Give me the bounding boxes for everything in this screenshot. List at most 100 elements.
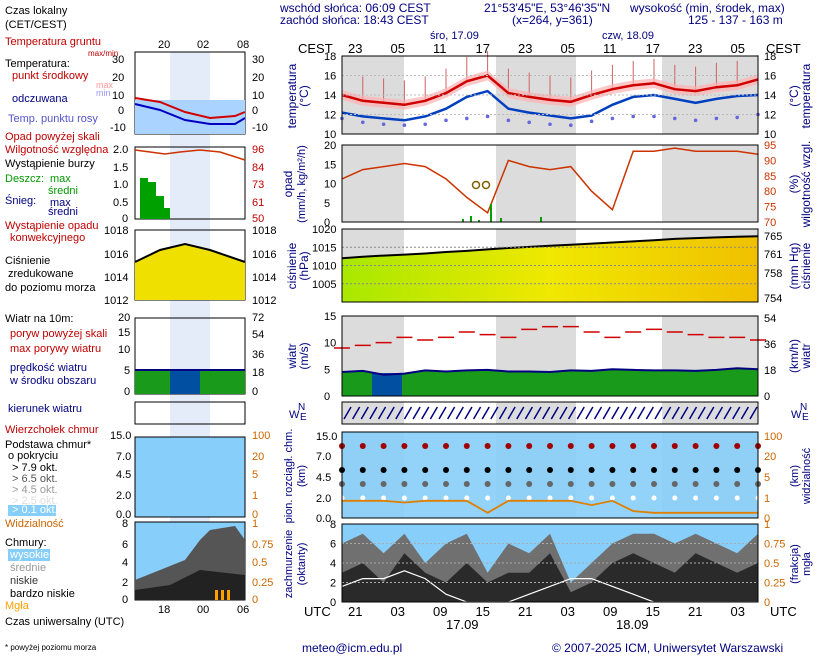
tick-label: 754 [764,293,782,305]
wind-arrow [559,406,568,420]
utc-hour-label: 21 [688,604,703,619]
tick-label: 0 [252,509,259,521]
cloud-base-dot [672,495,678,501]
wind-arrow [516,406,525,420]
tick-label: 0.5 [252,557,268,569]
wind-arrow [351,406,361,420]
dir-E-right: E [802,412,809,423]
wind-arrow [697,406,706,420]
panel-frame [341,401,759,425]
temp-unit-left: (°C) [297,85,311,106]
wind-arrow [688,406,698,420]
legend-local-hour: 08 [237,39,250,51]
tick-label: 5 [324,198,330,210]
precip-label: opad [281,171,295,198]
legend-cloud-top: Wierzchołek chmur [5,424,99,436]
legend-rain-bar [148,182,156,219]
cloud-top-dot [359,443,366,449]
cloud-base-dot [463,467,470,473]
tick-label: 18 [252,367,265,379]
wind-line [341,367,759,376]
tick-label: 4 [330,558,336,570]
legend-visibility: Widzialność [5,518,64,530]
tick-label: 0 [252,105,259,117]
legend-snow-mid: średni [48,206,78,218]
tick-label: 2 [122,577,129,589]
cloud-base-dot [526,495,532,501]
cloud-base-dot [588,467,595,473]
legend-cl-high: wysokie [10,549,50,561]
dew-point [506,118,511,123]
tick-label: 0 [764,513,770,525]
legend-wind-speed2: w środku obszaru [10,375,97,387]
tick-label: 20 [118,312,131,324]
legend-cov-01: > 0.1 okt. [12,504,58,516]
day1-utc: 17.09 [446,617,479,632]
temp-unit-right: (°C) [787,85,801,106]
dir-W: W [289,409,300,421]
cest-hour-label: 17 [645,41,660,56]
tick-label: 100 [252,430,271,442]
cloud-base-dot [380,481,387,487]
cloud-base-dot [609,495,615,501]
tick-label: 96 [252,144,265,156]
legend-temp-max: max [96,80,114,90]
tick-label: 20 [252,72,265,84]
tick-label: 20 [252,451,265,463]
wind-arrow [680,406,689,420]
tick-label: 1.0 [113,179,129,191]
legend-rain-bar [164,208,170,219]
dew-point [631,114,635,119]
legend-gust-over: poryw powyżej skali [10,328,108,340]
wind-arrow [585,406,594,420]
cloud-base-dot [401,481,408,487]
cloud-base-dot [443,495,449,501]
press-label-r: ciśnienie [799,242,813,289]
legend-storm: Wystąpienie burzy [5,158,95,170]
wind-arrow [524,406,534,420]
wind-arrow [740,406,750,420]
tick-label: 0.0 [316,513,331,525]
rain-bar [500,218,502,222]
wind-unit: (m/s) [297,342,311,369]
cloud-base-dot [401,467,408,473]
tick-label: 1 [252,518,259,530]
cloud-top-dot [651,443,657,449]
cest-hour-label: 11 [603,41,617,56]
wind-arrow [567,406,577,420]
legend-temp-line [134,97,246,120]
vis-label: widzialność [801,447,813,505]
tick-label: 0.75 [764,539,785,551]
utc-left: UTC [304,604,331,619]
wind-arrow [611,406,620,420]
cloud-base-dot [526,481,533,487]
footer-email[interactable]: meteo@icm.edu.pl [302,641,403,655]
tick-label: 15 [324,159,336,171]
cloud-base-dot [713,481,720,487]
legend-local-zone: (CET/CEST) [5,19,67,31]
utc-hour-label: 21 [348,604,363,619]
tick-label: 12 [324,110,336,122]
dew-point [693,118,698,123]
cloud-base-dot [734,481,741,487]
tick-label: 10 [764,129,776,141]
tick-label: 5 [764,472,770,484]
legend-temp-min: min [96,88,111,98]
cloud-top-dot [630,443,637,449]
tick-label: 10 [252,90,265,102]
wind-arrow [533,406,542,420]
tick-label: 16 [324,71,336,83]
cest-hour-label: 23 [518,41,533,56]
tick-label: 0.0 [116,509,132,521]
wind-arrow [438,406,447,420]
wind-arrow [447,406,456,420]
legend-rain-max: max [50,173,71,185]
cloud-base-dot [505,481,512,487]
precip-unit: (mm/h, kg/m²/h) [296,145,308,223]
legend-press-area [135,244,245,300]
visibility-line [342,499,758,514]
tick-label: 20 [112,72,125,84]
cloud-top-dot [713,443,720,449]
cloud-base-dot [485,495,491,501]
